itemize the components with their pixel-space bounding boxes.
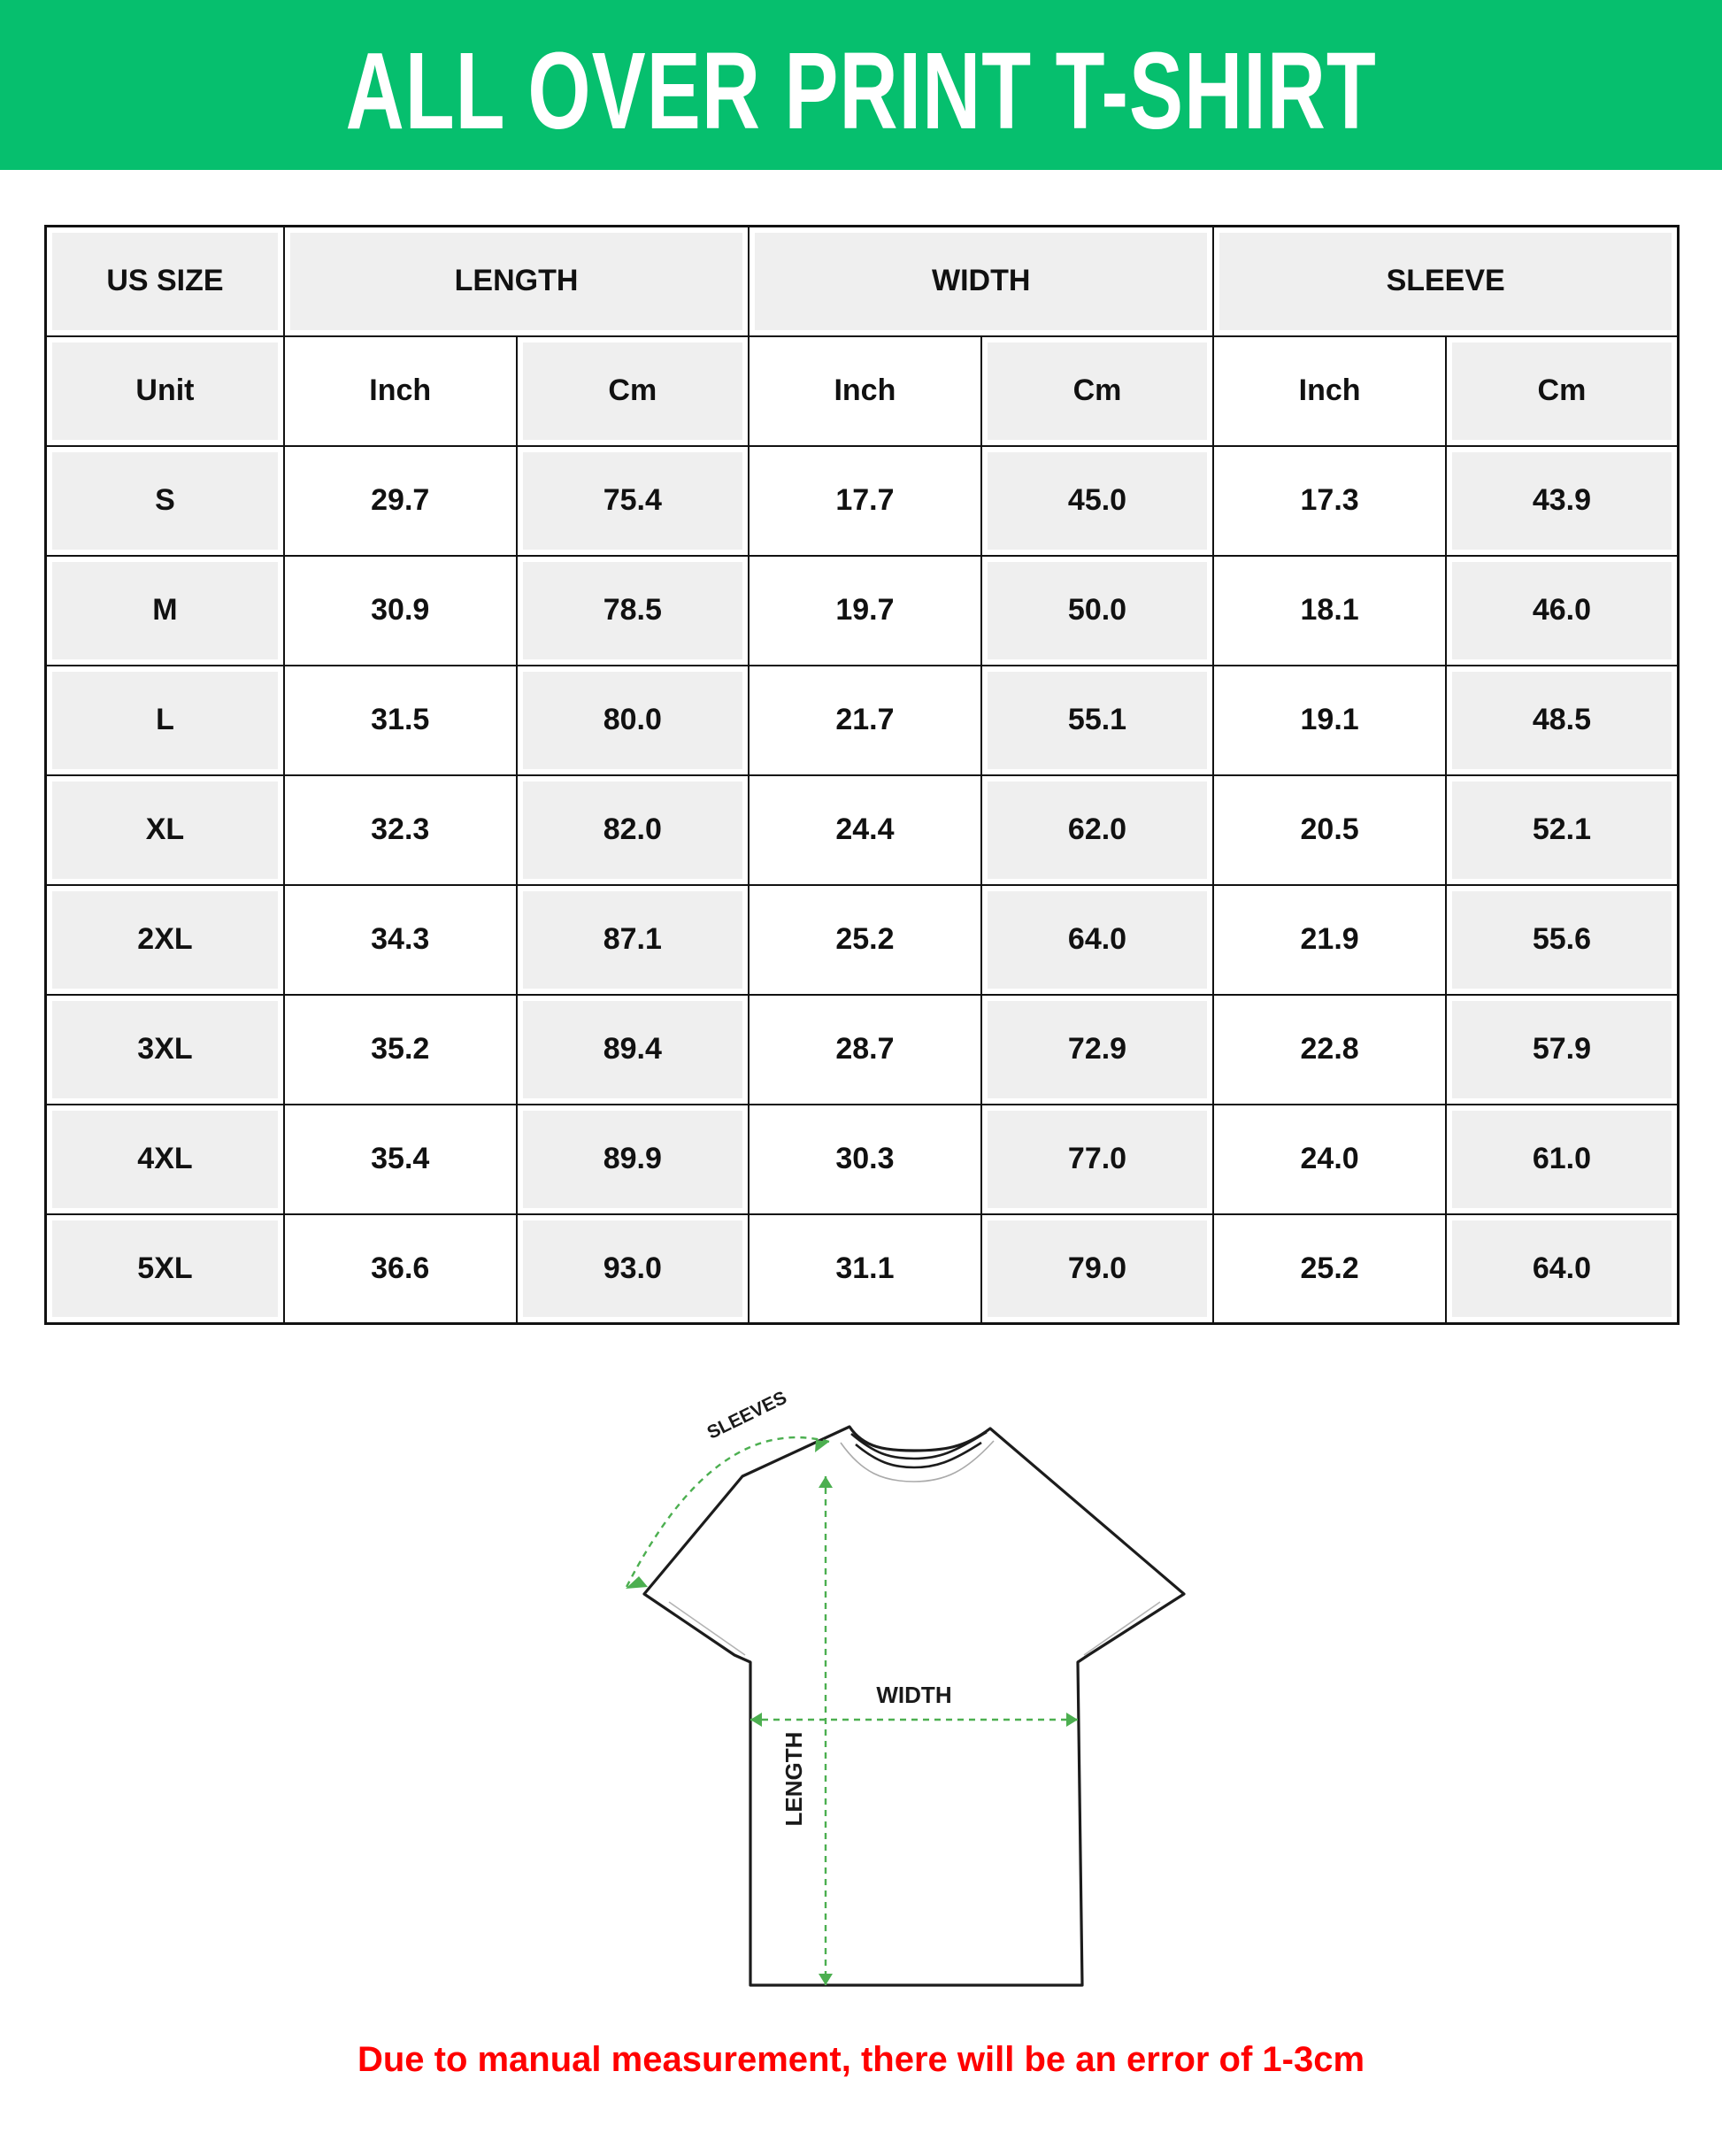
svg-text:SLEEVES: SLEEVES: [704, 1388, 790, 1444]
svg-text:LENGTH: LENGTH: [780, 1732, 807, 1827]
svg-text:WIDTH: WIDTH: [876, 1682, 951, 1708]
